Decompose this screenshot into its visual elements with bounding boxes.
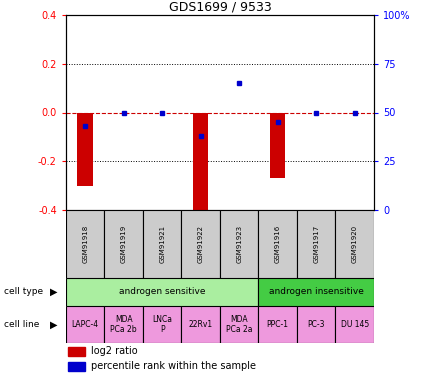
Text: LAPC-4: LAPC-4 [71,320,99,329]
Text: PC-3: PC-3 [307,320,325,329]
Text: 22Rv1: 22Rv1 [189,320,213,329]
Text: PPC-1: PPC-1 [267,320,289,329]
Text: cell line: cell line [4,320,40,329]
Text: GSM91921: GSM91921 [159,225,165,263]
Text: MDA
PCa 2b: MDA PCa 2b [110,315,137,334]
Text: GSM91923: GSM91923 [236,225,242,263]
Text: GSM91922: GSM91922 [198,225,204,263]
Text: androgen insensitive: androgen insensitive [269,287,364,296]
Bar [258,306,297,343]
Text: ▶: ▶ [50,286,57,297]
Text: cell type: cell type [4,287,43,296]
Bar [66,210,105,278]
Bar [68,362,85,370]
Text: androgen sensitive: androgen sensitive [119,287,205,296]
Bar [143,306,181,343]
Bar [270,112,286,178]
Title: GDS1699 / 9533: GDS1699 / 9533 [169,1,271,14]
Bar [297,210,335,278]
Bar [193,112,208,215]
Bar [335,306,374,343]
Text: percentile rank within the sample: percentile rank within the sample [91,361,256,371]
Bar [258,210,297,278]
Bar [258,278,374,306]
Bar [220,306,258,343]
Bar [68,347,85,355]
Bar [181,306,220,343]
Bar [297,306,335,343]
Bar [105,306,143,343]
Bar [220,210,258,278]
Text: DU 145: DU 145 [340,320,369,329]
Text: GSM91918: GSM91918 [82,225,88,263]
Text: ▶: ▶ [50,320,57,329]
Text: GSM91920: GSM91920 [352,225,358,263]
Text: log2 ratio: log2 ratio [91,346,138,356]
Bar [143,210,181,278]
Text: GSM91919: GSM91919 [121,225,127,263]
Bar [66,306,105,343]
Bar [66,278,258,306]
Bar [181,210,220,278]
Bar [105,210,143,278]
Bar [77,112,93,186]
Text: MDA
PCa 2a: MDA PCa 2a [226,315,252,334]
Text: GSM91916: GSM91916 [275,225,280,263]
Bar [335,210,374,278]
Text: LNCa
P: LNCa P [152,315,172,334]
Text: GSM91917: GSM91917 [313,225,319,263]
